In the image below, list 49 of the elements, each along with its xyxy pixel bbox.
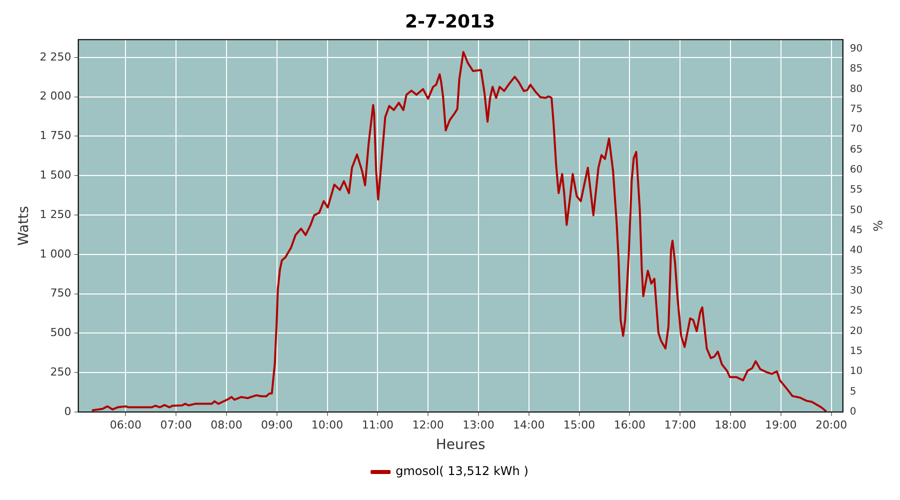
x-tick-label: 08:00	[210, 418, 242, 432]
y2-tick-label: 65	[850, 144, 863, 156]
y-tick-label: 2 250	[40, 50, 72, 64]
y-tick-label: 1 500	[40, 168, 72, 182]
y2-tick-label: 40	[850, 245, 863, 256]
y2-tick-label: 20	[850, 326, 863, 337]
x-axis-title: Heures	[436, 437, 486, 454]
y2-tick-label: 5	[850, 386, 856, 398]
x-tick-label: 16:00	[614, 418, 646, 432]
x-tick-label: 17:00	[664, 418, 696, 432]
y-tick-label: 0	[64, 404, 72, 418]
y2-tick-label: 45	[850, 225, 863, 236]
y-tick-label: 1 250	[40, 208, 72, 221]
x-tick-label: 14:00	[513, 418, 545, 432]
y-tick-label: 750	[50, 286, 72, 300]
y2-tick-label: 60	[850, 164, 863, 176]
x-tick-label: 07:00	[160, 418, 192, 432]
y2-tick-label: 75	[850, 104, 863, 115]
x-tick-label: 13:00	[462, 418, 494, 432]
y2-tick-label: 25	[850, 306, 863, 317]
y2-tick-label: 85	[850, 64, 863, 75]
y2-tick-label: 80	[850, 84, 863, 95]
x-tick-label: 18:00	[714, 418, 746, 432]
y-tick-label: 1 000	[40, 247, 72, 260]
y-tick-label: 250	[50, 365, 72, 378]
y-tick-label: 2 000	[40, 90, 72, 103]
x-tick-label: 11:00	[362, 418, 394, 432]
y-axis-title: Watts	[16, 206, 32, 246]
x-tick-label: 06:00	[110, 418, 142, 432]
y2-tick-label: 0	[850, 406, 856, 418]
x-tick-label: 09:00	[261, 418, 293, 432]
y2-axis-title: %	[870, 220, 885, 232]
x-tick-label: 19:00	[765, 418, 797, 432]
x-tick-label: 12:00	[412, 418, 444, 432]
y-tick-label: 1 750	[40, 129, 72, 142]
y2-tick-label: 55	[850, 184, 863, 196]
y2-tick-label: 35	[850, 265, 863, 276]
y2-tick-label: 70	[850, 124, 863, 136]
y-tick-label: 500	[50, 326, 72, 340]
y2-tick-label: 30	[850, 286, 863, 297]
x-tick-label: 20:00	[815, 418, 848, 432]
x-tick-label: 10:00	[311, 418, 344, 432]
chart-title: 2-7-2013	[404, 11, 496, 32]
legend-label: gmosol( 13,512 kWh )	[396, 464, 528, 478]
y2-tick-label: 15	[850, 346, 863, 358]
x-tick-label: 15:00	[563, 418, 596, 432]
y2-tick-label: 10	[850, 366, 863, 378]
y2-tick-label: 90	[850, 43, 863, 54]
y2-tick-label: 50	[850, 204, 863, 216]
